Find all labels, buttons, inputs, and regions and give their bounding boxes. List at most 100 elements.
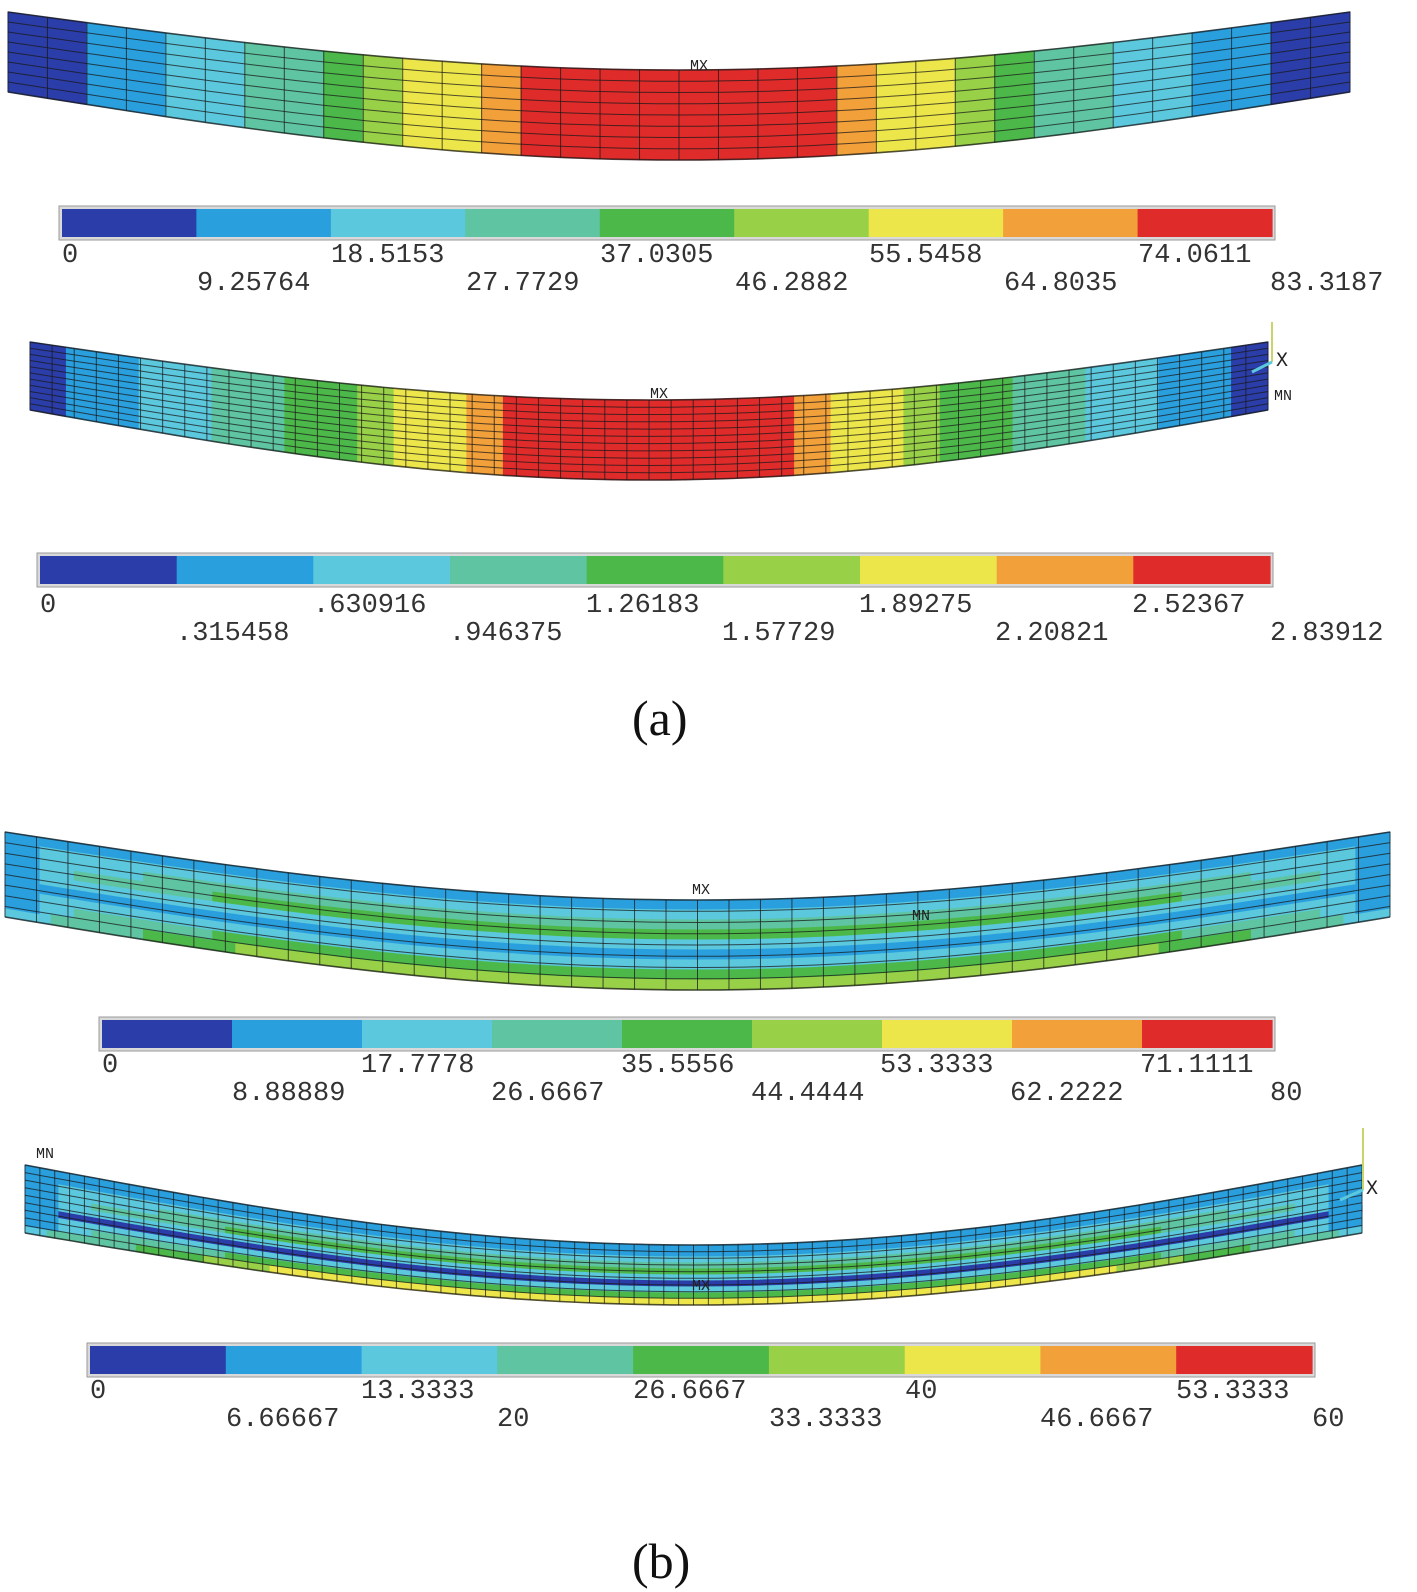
legend-tick: 46.6667 — [1040, 1405, 1153, 1435]
legend-tick: 64.8035 — [1004, 269, 1117, 299]
stress-band — [581, 897, 606, 910]
mesh-line — [24, 1172, 1363, 1253]
stress-band — [581, 917, 606, 930]
mesh-line — [29, 409, 1269, 481]
stress-band — [581, 947, 606, 959]
stress-band — [812, 955, 837, 969]
legend-tick: 2.20821 — [995, 619, 1108, 649]
z-axis-icon — [1251, 360, 1273, 374]
legend-tick: 27.7729 — [466, 269, 579, 299]
legend-swatch — [1176, 1346, 1313, 1374]
stress-band — [858, 953, 883, 966]
contour-column — [575, 398, 614, 481]
stress-band — [535, 944, 560, 958]
stress-band — [604, 927, 629, 940]
legend-tick: 2.52367 — [1132, 591, 1245, 621]
mesh-line — [24, 1202, 1363, 1279]
contour-column — [648, 399, 686, 481]
legend-bar-b1 — [98, 1016, 1276, 1052]
beam-contour-b2 — [24, 1164, 1363, 1306]
stress-band — [650, 949, 675, 961]
contour-column — [502, 395, 541, 478]
mesh-line — [29, 403, 1269, 474]
stress-band — [558, 916, 583, 929]
legend-swatch — [492, 1020, 623, 1048]
stress-band — [812, 916, 837, 929]
stress-band — [627, 918, 652, 931]
legend-tick: 2.83912 — [1270, 619, 1383, 649]
legend-tick: 6.66667 — [226, 1405, 339, 1435]
legend-tick: 1.57729 — [722, 619, 835, 649]
stress-band — [604, 977, 629, 990]
contour-column — [721, 397, 759, 480]
stress-band — [737, 1279, 761, 1288]
stress-band — [715, 1280, 739, 1288]
legend-swatch — [996, 556, 1134, 584]
mesh-line — [4, 884, 1391, 957]
mesh-line — [4, 863, 1391, 935]
stress-band — [835, 944, 860, 958]
stress-band — [558, 955, 583, 969]
legend-tick: 26.6667 — [491, 1079, 604, 1109]
x-axis-label: X — [1276, 350, 1288, 373]
legend-swatch — [734, 209, 870, 237]
stress-band — [626, 1279, 650, 1288]
stress-band — [626, 1261, 650, 1270]
stress-band — [673, 949, 698, 961]
stress-band — [720, 979, 745, 991]
beam-mesh-a2 — [29, 341, 1269, 481]
legend-swatch — [1142, 1020, 1273, 1048]
legend-tick: 53.3333 — [880, 1051, 993, 1081]
legend-tick: .946375 — [449, 619, 562, 649]
mesh-line — [4, 895, 1391, 969]
legend-tick: 1.26183 — [586, 591, 699, 621]
mesh-line — [29, 397, 1269, 467]
stress-band — [673, 959, 698, 971]
stress-band — [670, 1280, 694, 1288]
stress-band — [650, 919, 675, 931]
contour-column — [1012, 371, 1050, 453]
mesh-line — [29, 341, 1269, 401]
stress-band — [697, 929, 722, 941]
mesh-line — [24, 1224, 1363, 1299]
contour-column — [903, 384, 941, 467]
legend-tick: 55.5458 — [869, 241, 982, 271]
legend-tick: 83.3187 — [1270, 269, 1383, 299]
beam-contour-a2 — [29, 341, 1269, 481]
stress-band — [766, 897, 791, 910]
stress-band — [535, 924, 560, 938]
stress-band — [693, 1298, 717, 1306]
stress-band — [650, 929, 675, 941]
stress-band — [650, 959, 675, 971]
stress-band — [743, 928, 768, 941]
support-region-right — [1237, 348, 1268, 409]
stress-band — [604, 897, 629, 910]
stress-band — [720, 899, 745, 911]
legend-tick: 46.2882 — [735, 269, 848, 299]
legend-swatch — [768, 1346, 906, 1374]
legend-swatch — [313, 556, 451, 584]
stress-band — [627, 948, 652, 961]
mesh-line — [29, 353, 1269, 415]
stress-band — [512, 913, 537, 926]
legend-tick: 53.3333 — [1176, 1377, 1289, 1407]
mesh-line — [24, 1187, 1363, 1266]
legend-a2: 0 .315458 .630916 .946375 1.26183 1.5772… — [36, 552, 1383, 649]
legend-tick: 0 — [102, 1051, 118, 1081]
contour-column — [976, 376, 1014, 458]
stress-band — [766, 947, 791, 960]
mesh-line — [24, 1217, 1363, 1293]
stress-band — [812, 926, 837, 939]
mesh-line — [29, 378, 1269, 445]
contour-column — [248, 371, 286, 453]
legend-tick: 0 — [40, 591, 56, 621]
stress-band — [693, 1244, 717, 1252]
mesh-line — [4, 842, 1391, 912]
legend-swatch — [225, 1346, 363, 1374]
stress-band — [650, 899, 675, 911]
stress-band — [743, 948, 768, 961]
panel-a: MX 0 9.25764 18.5153 27.7729 37.0305 46.… — [7, 11, 1383, 746]
legend-tick: 0 — [62, 241, 78, 271]
legend-swatch — [752, 1020, 883, 1048]
